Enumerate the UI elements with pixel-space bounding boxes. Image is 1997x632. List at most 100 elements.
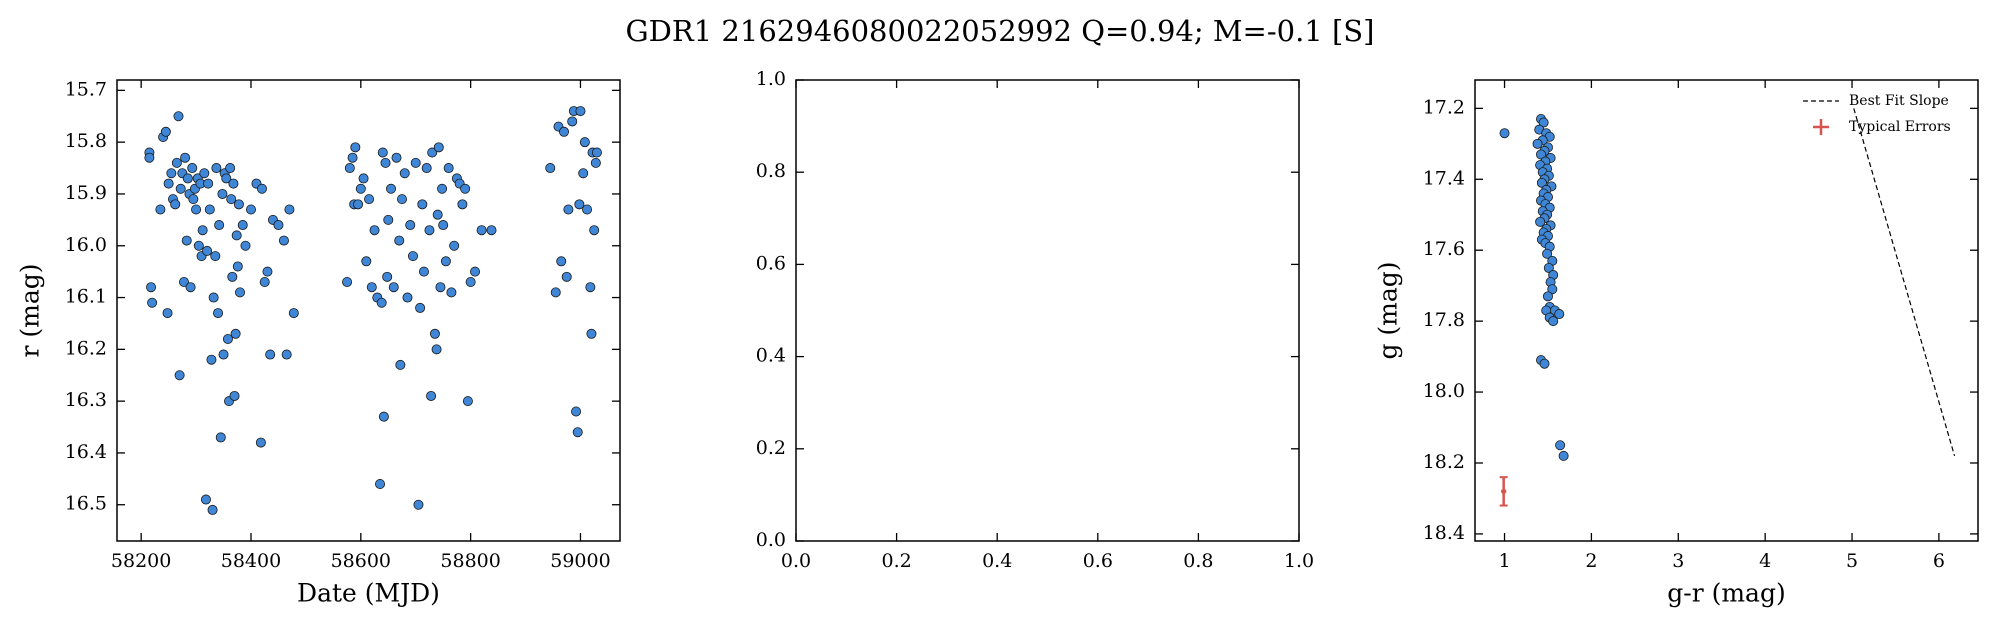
x-tick-label: 59000 [550, 550, 610, 572]
data-point [572, 427, 583, 438]
data-point [171, 157, 182, 168]
y-tick-label: 17.8 [1423, 309, 1465, 331]
data-point [273, 220, 284, 231]
data-point [175, 183, 186, 194]
data-point [1542, 291, 1553, 302]
data-point [415, 302, 426, 313]
y-tick-label: 15.7 [65, 78, 107, 100]
data-point [567, 116, 578, 127]
data-point [571, 406, 582, 417]
data-point [146, 282, 157, 293]
data-point [187, 163, 198, 174]
fit-line [1853, 108, 1956, 457]
data-point [590, 157, 601, 168]
data-point [227, 271, 238, 282]
data-point [226, 194, 237, 205]
y-tick-label: 0.0 [756, 529, 786, 551]
y-tick-label: 0.8 [756, 160, 786, 182]
x-tick-label: 0.4 [982, 550, 1012, 572]
data-point [575, 106, 586, 117]
data-point [245, 204, 256, 215]
data-point [574, 199, 585, 210]
data-point [394, 235, 405, 246]
axes-frame [116, 79, 621, 542]
data-point [1555, 440, 1566, 451]
x-tick-label: 3 [1672, 550, 1684, 572]
data-point [410, 157, 421, 168]
data-point [173, 111, 184, 122]
y-tick-label: 16.1 [65, 286, 107, 308]
y-tick-label: 16.3 [65, 389, 107, 411]
data-point [426, 390, 437, 401]
plot-area [144, 106, 602, 515]
data-point [366, 282, 377, 293]
data-point [232, 261, 243, 272]
data-point [460, 183, 471, 194]
data-point [144, 152, 155, 163]
data-point [178, 277, 189, 288]
data-point [230, 328, 241, 339]
data-point [432, 209, 443, 220]
data-point [582, 204, 593, 215]
y-tick-label: 1.0 [756, 68, 786, 90]
x-tick-label: 1.0 [1284, 550, 1314, 572]
y-tick-label: 16.5 [65, 493, 107, 515]
data-point [407, 251, 418, 262]
data-point [233, 199, 244, 210]
data-point [228, 178, 239, 189]
y-tick-label: 16.0 [65, 234, 107, 256]
data-point [437, 183, 448, 194]
y-tick-label: 15.9 [65, 182, 107, 204]
data-point [1554, 309, 1565, 320]
y-axis-label: g (mag) [1374, 261, 1403, 359]
data-point [364, 194, 375, 205]
data-point [288, 308, 299, 319]
data-point [1548, 316, 1559, 327]
y-tick-label: 0.2 [756, 437, 786, 459]
panel: 1 2 3 4 5 6 17.2 17.4 17.6 17.8 18.0 18.2 18.4 g-r (m… [1374, 79, 1979, 608]
data-point [388, 282, 399, 293]
data-point [217, 188, 228, 199]
data-point [556, 256, 567, 267]
data-point [206, 354, 217, 365]
data-point [486, 225, 497, 236]
y-tick-label: 0.6 [756, 252, 786, 274]
x-axis-label: Date (MJD) [297, 579, 440, 608]
data-point [1542, 248, 1553, 259]
x-tick-label: 4 [1759, 550, 1771, 572]
data-point [180, 152, 191, 163]
data-point [240, 240, 251, 251]
data-point [1536, 149, 1547, 160]
data-point [476, 225, 487, 236]
data-point [202, 245, 213, 256]
data-point [1532, 138, 1543, 149]
data-point [382, 271, 393, 282]
y-tick-label: 17.6 [1423, 238, 1465, 260]
data-point [342, 277, 353, 288]
x-tick-label: 0.2 [881, 550, 911, 572]
data-point [147, 297, 158, 308]
data-point [170, 199, 181, 210]
error-center [1501, 488, 1507, 494]
data-point [591, 147, 602, 158]
data-point [215, 432, 226, 443]
data-point [395, 359, 406, 370]
legend-label: Best Fit Slope [1849, 93, 1949, 109]
data-point [200, 494, 211, 505]
data-point [259, 277, 270, 288]
data-point [413, 499, 424, 510]
x-tick-label: 6 [1933, 550, 1945, 572]
data-point [586, 328, 597, 339]
data-point [578, 168, 589, 179]
data-point [182, 173, 193, 184]
data-point [262, 266, 273, 277]
data-point [162, 308, 173, 319]
data-point [193, 240, 204, 251]
data-point [350, 142, 361, 153]
data-point [438, 220, 449, 231]
data-point [181, 235, 192, 246]
data-point [402, 292, 413, 303]
data-point [443, 163, 454, 174]
x-tick-label: 2 [1585, 550, 1597, 572]
data-point [160, 126, 171, 137]
